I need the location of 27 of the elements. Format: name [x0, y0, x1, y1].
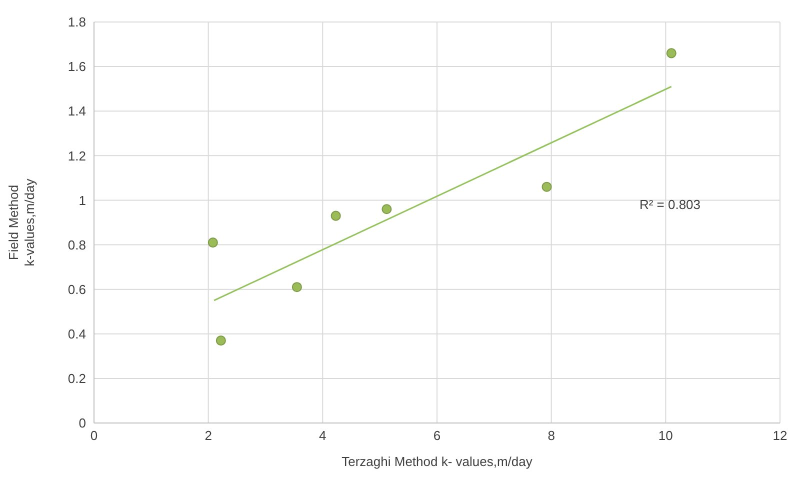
annotation: R² = 0.803: [639, 197, 701, 212]
y-tick-label: 0.6: [68, 282, 86, 297]
x-tick-label: 12: [772, 428, 788, 444]
y-tick-label: 1.8: [68, 14, 86, 30]
point: [666, 48, 676, 58]
x-tick-label: 0: [90, 428, 98, 444]
y-tick-label: 1: [78, 192, 86, 208]
x-tick-label: 2: [204, 428, 212, 444]
y-tick-label: 1.6: [68, 59, 86, 74]
x-tick-label: 10: [658, 428, 673, 444]
x-tick-label: 6: [433, 428, 441, 444]
x-tick-label: 8: [548, 428, 555, 444]
y-tick-label: 0.4: [68, 326, 86, 342]
point: [382, 204, 392, 214]
x-axis-title: Terzaghi Method k- values,m/day: [342, 454, 533, 469]
point: [216, 336, 226, 346]
point: [292, 282, 302, 292]
y-tick-label: 0.2: [68, 371, 86, 386]
y-tick-label: 0.8: [68, 237, 86, 252]
y-axis-title: Field Method k-values,m/day: [6, 178, 37, 266]
y-tick-label: 1.2: [68, 148, 86, 164]
y-tick-label: 1.4: [68, 104, 86, 119]
y-tick-label: 0: [78, 416, 86, 431]
point: [542, 182, 552, 192]
x-tick-label: 4: [319, 428, 326, 444]
point: [208, 238, 218, 248]
point: [330, 210, 341, 221]
